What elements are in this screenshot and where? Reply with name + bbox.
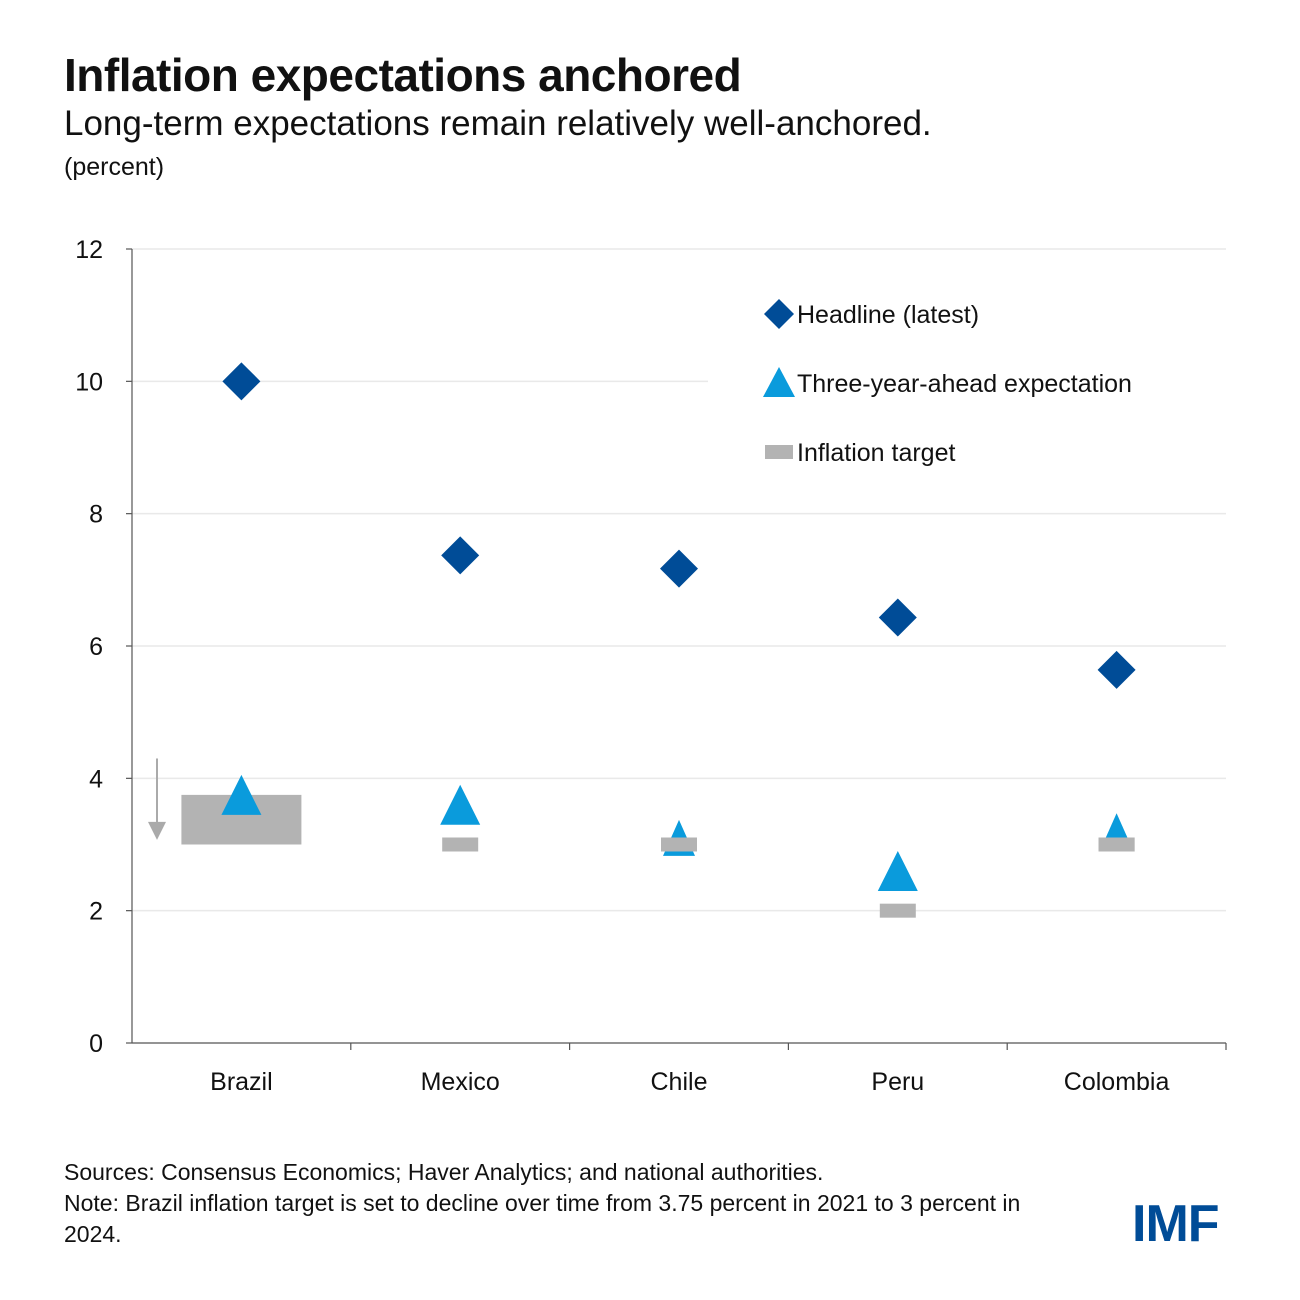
footnote: Sources: Consensus Economics; Haver Anal… bbox=[64, 1157, 1074, 1250]
y-tick-label: 2 bbox=[89, 898, 103, 926]
headline-marker-chile bbox=[660, 549, 698, 588]
x-tick-label-chile: Chile bbox=[651, 1068, 708, 1096]
legend-expectation-label: Three-year-ahead expectation bbox=[797, 370, 1132, 398]
headline-marker-brazil bbox=[222, 362, 261, 401]
y-tick-label: 6 bbox=[89, 633, 103, 661]
y-tick-label: 12 bbox=[75, 236, 103, 264]
target-marker-peru bbox=[879, 903, 916, 918]
chart-subtitle: Long-term expectations remain relatively… bbox=[64, 104, 932, 143]
y-tick-label: 10 bbox=[75, 368, 103, 396]
decline-arrow-head bbox=[148, 821, 166, 840]
y-tick-label: 0 bbox=[89, 1030, 103, 1058]
legend-target-marker bbox=[765, 445, 793, 459]
expectation-marker-brazil bbox=[221, 774, 262, 815]
expectation-marker-mexico bbox=[440, 784, 481, 825]
legend-headline-marker bbox=[764, 299, 794, 329]
expectation-marker-peru bbox=[877, 850, 918, 891]
headline-marker-peru bbox=[878, 598, 917, 637]
note-text: Note: Brazil inflation target is set to … bbox=[64, 1190, 1021, 1247]
headline-marker-mexico bbox=[441, 536, 480, 575]
target-marker-overlay bbox=[1098, 837, 1135, 852]
legend-expectation-marker bbox=[763, 367, 795, 397]
x-tick-label-brazil: Brazil bbox=[210, 1068, 273, 1096]
target-marker-mexico bbox=[442, 837, 479, 852]
target-marker-overlay bbox=[661, 837, 697, 852]
x-tick-label-peru: Peru bbox=[871, 1068, 924, 1096]
x-tick-label-mexico: Mexico bbox=[421, 1068, 500, 1096]
headline-marker-colombia bbox=[1097, 650, 1136, 689]
chart-title: Inflation expectations anchored bbox=[64, 49, 742, 101]
sources-text: Sources: Consensus Economics; Haver Anal… bbox=[64, 1159, 824, 1185]
legend-headline-label: Headline (latest) bbox=[797, 301, 979, 329]
y-tick-label: 4 bbox=[89, 765, 103, 793]
unit-label: (percent) bbox=[64, 153, 165, 181]
x-tick-label-colombia: Colombia bbox=[1064, 1068, 1170, 1096]
legend-target-label: Inflation target bbox=[797, 439, 955, 467]
y-tick-label: 8 bbox=[89, 501, 103, 529]
imf-logo: IMF bbox=[1132, 1195, 1220, 1253]
